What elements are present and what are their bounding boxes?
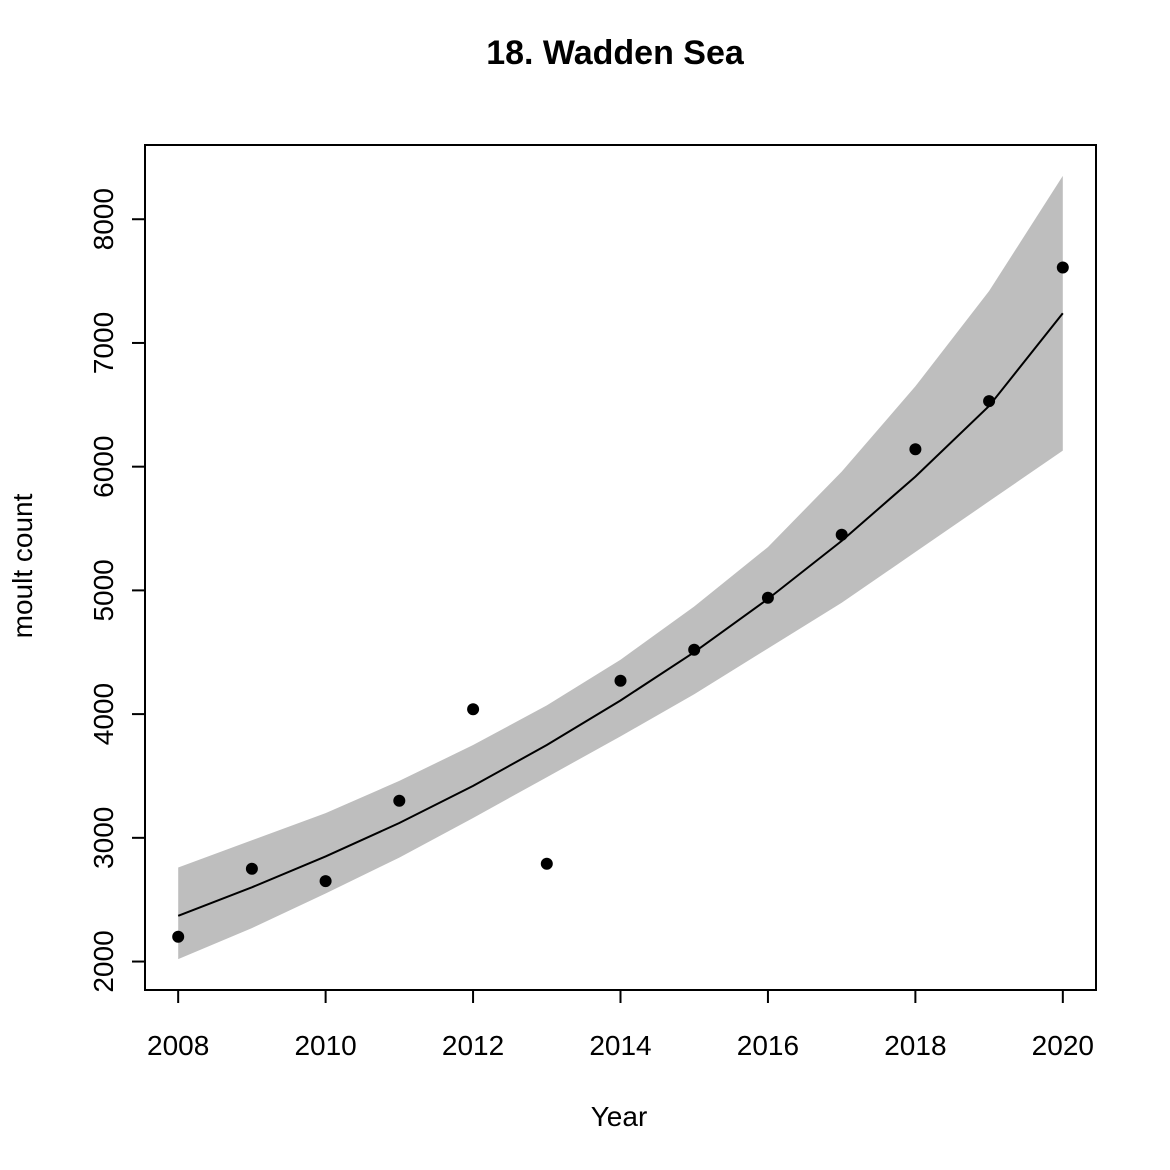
- chart-title: 18. Wadden Sea: [486, 34, 745, 72]
- data-point: [245, 862, 258, 875]
- x-tick-label: 2010: [294, 1030, 356, 1061]
- x-tick-label: 2008: [147, 1030, 209, 1061]
- confidence-band-layer: [178, 175, 1063, 960]
- x-axis-label: Year: [591, 1101, 648, 1132]
- data-point: [688, 643, 701, 656]
- confidence-band: [178, 175, 1063, 960]
- y-tick-label: 5000: [88, 559, 119, 621]
- y-tick-label: 4000: [88, 683, 119, 745]
- y-tick-label: 3000: [88, 807, 119, 869]
- y-axis: 2000 3000 4000 5000 6000 7000 8000: [88, 188, 146, 993]
- data-point: [983, 395, 996, 408]
- x-tick-label: 2012: [442, 1030, 504, 1061]
- fitted-line-layer: [177, 312, 1064, 917]
- data-point: [172, 930, 185, 943]
- data-point: [467, 703, 480, 716]
- x-tick-label: 2020: [1032, 1030, 1094, 1061]
- fitted-line: [177, 312, 1064, 917]
- data-point: [1056, 261, 1069, 274]
- data-point: [909, 443, 922, 456]
- data-point: [393, 794, 406, 807]
- data-point: [319, 875, 332, 888]
- x-tick-label: 2018: [884, 1030, 946, 1061]
- y-tick-label: 6000: [88, 436, 119, 498]
- x-tick-label: 2014: [589, 1030, 651, 1061]
- y-tick-label: 8000: [88, 188, 119, 250]
- x-axis: 2008 2010 2012 2014 2016 2018 2020: [147, 989, 1094, 1061]
- data-point: [761, 591, 774, 604]
- data-points-layer: [172, 261, 1069, 943]
- y-axis-label: moult count: [7, 493, 38, 638]
- y-tick-label: 2000: [88, 930, 119, 992]
- x-tick-label: 2016: [737, 1030, 799, 1061]
- data-point: [540, 857, 553, 870]
- data-point: [614, 674, 627, 687]
- data-point: [835, 528, 848, 541]
- y-tick-label: 7000: [88, 312, 119, 374]
